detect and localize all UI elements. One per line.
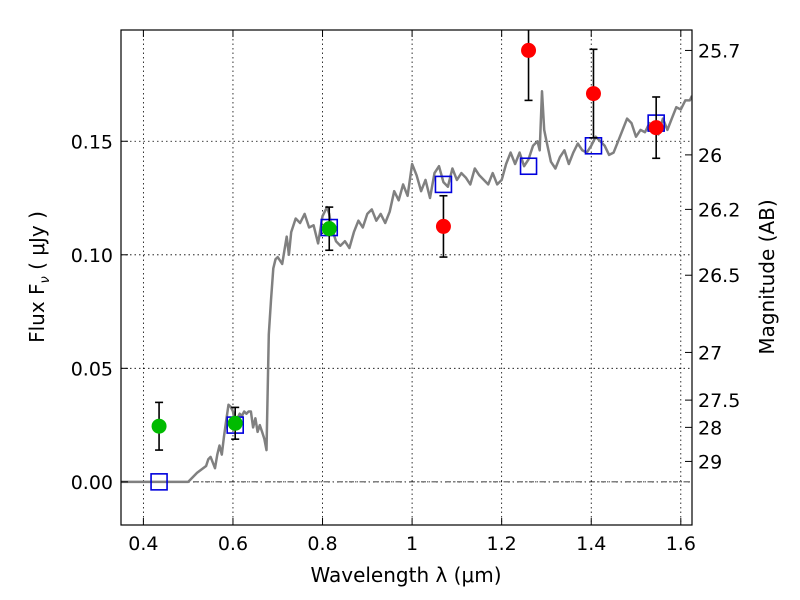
plot-frame <box>120 29 693 526</box>
y2-tick-label: 27.5 <box>698 390 740 412</box>
model-square-point <box>519 157 538 176</box>
red-data-point <box>435 218 451 234</box>
x-tick-label: 0.6 <box>218 533 248 555</box>
y2-tick-label: 26.2 <box>698 199 740 221</box>
y-tick-label: 0.10 <box>71 245 113 267</box>
x-tick-label: 1.2 <box>487 533 517 555</box>
red-data-point <box>585 86 601 102</box>
model-spectrum-line <box>121 90 692 484</box>
x-tick-label: 0.4 <box>128 533 158 555</box>
y-tick-label: 0.00 <box>71 472 113 494</box>
plot-content <box>121 30 692 491</box>
y-axis-ticks: 0.00 0.05 0.10 0.15 <box>71 131 128 494</box>
y2-tick-label: 28 <box>698 417 722 439</box>
y2-axis-label: Magnitude (AB) <box>755 199 779 354</box>
y-axis-label-unit: ( μJy ) <box>25 211 49 276</box>
y-axis-label-main: Flux F <box>25 283 49 342</box>
model-square-point <box>434 175 453 194</box>
model-square-point <box>150 473 168 491</box>
y2-tick-label: 25.7 <box>698 40 740 62</box>
green-data-point <box>227 415 243 431</box>
y2-tick-label: 29 <box>698 451 722 473</box>
green-data-point <box>151 418 167 434</box>
green-data-point <box>321 221 337 237</box>
y-axis-label-subscript: ν <box>38 276 53 283</box>
x-axis-label: Wavelength λ (μm) <box>310 563 501 587</box>
x-tick-label: 1.4 <box>576 533 606 555</box>
y2-axis-ticks: 25.7 26 26.2 26.5 27 27.5 28 29 <box>685 40 740 473</box>
y-tick-label: 0.05 <box>71 358 113 380</box>
y2-tick-label: 27 <box>698 342 722 364</box>
y-axis-label: Flux Fν ( μJy ) <box>25 211 53 343</box>
y2-tick-label: 26.5 <box>698 265 740 287</box>
y-tick-label: 0.15 <box>71 131 113 153</box>
red-data-point <box>648 120 664 136</box>
x-axis-ticks: 0.4 0.6 0.8 1 1.2 1.4 1.6 <box>128 30 696 555</box>
x-tick-label: 1.6 <box>666 533 696 555</box>
x-tick-label: 0.8 <box>307 533 337 555</box>
grid <box>121 30 692 525</box>
y2-tick-label: 26 <box>698 145 722 167</box>
x-tick-label: 1 <box>406 533 418 555</box>
red-data-point <box>521 42 537 58</box>
